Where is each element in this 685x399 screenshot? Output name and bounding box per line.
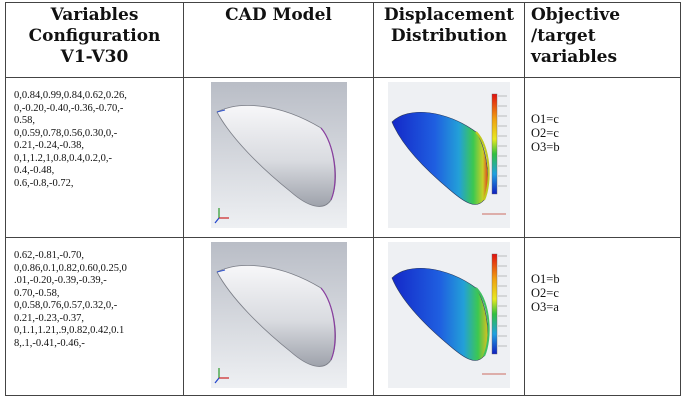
displacement-distribution-cell xyxy=(373,77,525,238)
header-cad-model: CAD Model xyxy=(183,2,374,78)
variables-configuration-cell: 0.62,-0.81,-0.70, 0,0.86,0.1,0.82,0.60,0… xyxy=(5,237,184,396)
cad-model-cell xyxy=(183,77,374,238)
results-table: Variables Configuration V1-V30 CAD Model… xyxy=(5,2,681,396)
displacement-distribution-cell xyxy=(373,237,525,396)
objective-o3: O3=a xyxy=(531,300,559,314)
header-variables-configuration: Variables Configuration V1-V30 xyxy=(5,2,184,78)
table-row: 0.62,-0.81,-0.70, 0,0.86,0.1,0.82,0.60,0… xyxy=(5,237,681,396)
objective-o1: O1=b xyxy=(531,272,560,286)
displacement-plot-image xyxy=(388,242,510,388)
header-objective-target-variables: Objective /target variables xyxy=(524,2,681,78)
header-row: Variables Configuration V1-V30 CAD Model… xyxy=(5,2,681,78)
cad-model-image xyxy=(210,82,347,228)
variables-configuration-cell: 0,0.84,0.99,0.84,0.62,0.26, 0,-0.20,-0.4… xyxy=(5,77,184,238)
header-displacement-distribution: Displacement Distribution xyxy=(373,2,525,78)
objective-variables-cell: O1=b O2=c O3=a xyxy=(524,237,681,396)
cad-model-cell xyxy=(183,237,374,396)
objective-o2: O2=c xyxy=(531,126,559,140)
objective-o1: O1=c xyxy=(531,112,559,126)
objective-variables-cell: O1=c O2=c O3=b xyxy=(524,77,681,238)
displacement-plot-image xyxy=(388,82,510,228)
objective-o2: O2=c xyxy=(531,286,559,300)
objective-o3: O3=b xyxy=(531,140,560,154)
cad-model-image xyxy=(210,242,347,388)
table-row: 0,0.84,0.99,0.84,0.62,0.26, 0,-0.20,-0.4… xyxy=(5,77,681,238)
